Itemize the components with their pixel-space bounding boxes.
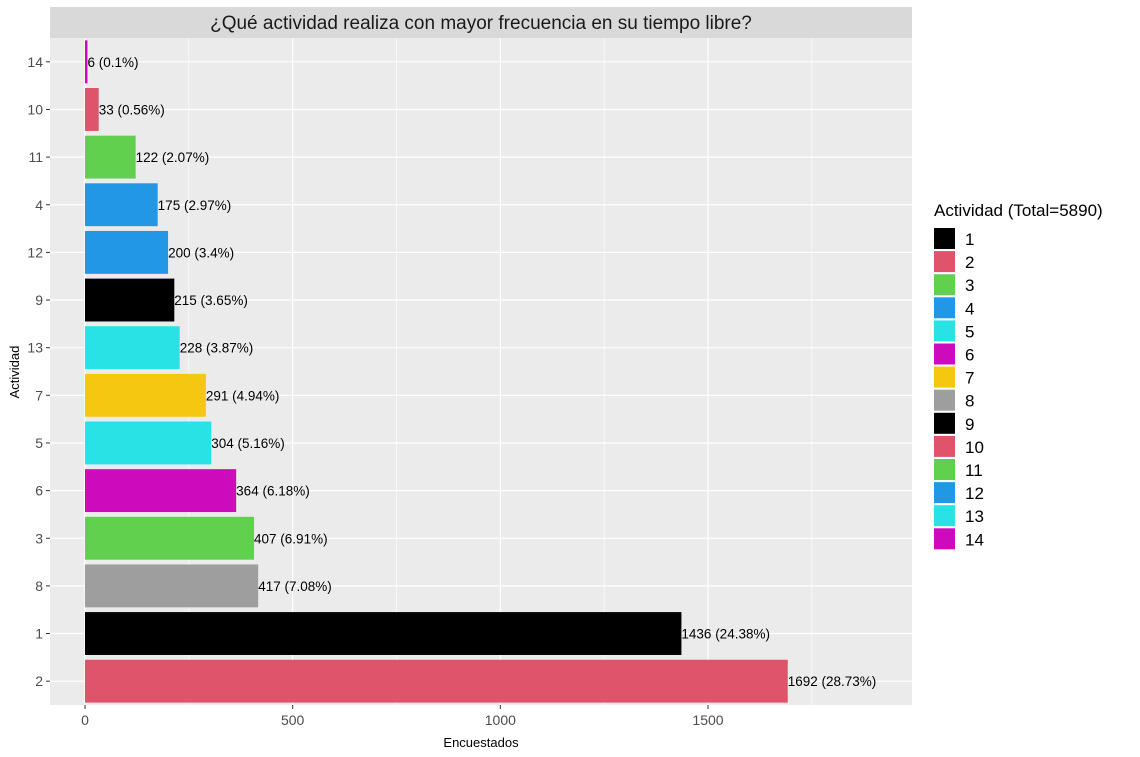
bar-4 (85, 183, 158, 227)
data-label-9: 215 (3.65%) (174, 293, 248, 308)
y-tick-label: 1 (35, 626, 43, 642)
data-label-3: 407 (6.91%) (254, 531, 328, 546)
data-label-1: 1436 (24.38%) (681, 627, 770, 642)
x-tick-label: 0 (81, 712, 89, 728)
legend-key-13 (934, 505, 955, 527)
data-label-11: 122 (2.07%) (136, 150, 210, 165)
bar-11 (85, 135, 136, 179)
legend-label-5: 5 (965, 322, 974, 341)
legend-label-13: 13 (965, 507, 984, 526)
legend-key-14 (934, 528, 955, 550)
y-tick-label: 8 (35, 578, 43, 594)
bar-3 (85, 516, 255, 560)
data-label-2: 1692 (28.73%) (788, 674, 877, 689)
bar-9 (85, 278, 175, 322)
legend-label-9: 9 (965, 415, 974, 434)
legend: Actividad (Total=5890) 12345678910111213… (934, 201, 1103, 550)
legend-key-9 (934, 412, 955, 434)
data-label-13: 228 (3.87%) (180, 341, 254, 356)
y-tick-label: 10 (27, 101, 43, 117)
y-tick-label: 14 (27, 54, 43, 70)
legend-label-11: 11 (965, 461, 983, 480)
legend-key-1 (934, 228, 955, 249)
y-tick-label: 6 (35, 483, 43, 499)
bar-13 (85, 326, 180, 370)
y-tick-label: 13 (27, 340, 43, 356)
data-label-5: 304 (5.16%) (211, 436, 285, 451)
data-label-12: 200 (3.4%) (168, 245, 234, 260)
legend-key-12 (934, 482, 955, 504)
bar-14 (85, 40, 88, 84)
y-axis-title: Actividad (7, 346, 22, 399)
data-label-8: 417 (7.08%) (258, 579, 332, 594)
x-axis: 0 500 1000 1500 (81, 705, 724, 728)
chart-title: ¿Qué actividad realiza con mayor frecuen… (210, 13, 752, 34)
x-axis-title: Encuestados (443, 735, 519, 750)
legend-label-12: 12 (965, 484, 984, 503)
x-tick-label: 500 (281, 712, 305, 728)
legend-label-3: 3 (965, 276, 974, 295)
bar-5 (85, 421, 212, 465)
bars (85, 40, 788, 703)
bar-12 (85, 230, 169, 274)
strip-background (50, 7, 912, 38)
y-tick-label: 5 (35, 435, 43, 451)
x-tick-label: 1500 (692, 712, 723, 728)
bar-1 (85, 612, 682, 655)
x-tick-label: 1000 (485, 712, 516, 728)
bar-2 (85, 659, 788, 703)
legend-title: Actividad (Total=5890) (934, 201, 1103, 220)
bar-10 (85, 88, 99, 131)
y-tick-label: 11 (28, 149, 43, 165)
legend-label-1: 1 (965, 230, 974, 249)
y-tick-label: 3 (35, 530, 43, 546)
legend-key-11 (934, 459, 955, 480)
data-label-14: 6 (0.1%) (87, 55, 138, 70)
y-tick-label: 4 (35, 197, 43, 213)
y-tick-label: 7 (35, 387, 43, 403)
legend-label-2: 2 (965, 253, 974, 272)
bar-6 (85, 469, 237, 513)
legend-label-6: 6 (965, 346, 974, 365)
data-label-10: 33 (0.56%) (99, 102, 165, 117)
legend-label-4: 4 (965, 299, 974, 318)
legend-key-5 (934, 320, 955, 342)
y-tick-label: 9 (35, 292, 43, 308)
legend-key-8 (934, 389, 955, 411)
legend-label-7: 7 (965, 369, 974, 388)
legend-key-10 (934, 435, 955, 457)
y-tick-label: 12 (27, 244, 43, 260)
legend-key-2 (934, 251, 955, 273)
legend-key-6 (934, 343, 955, 365)
data-labels: 6 (0.1%) 33 (0.56%) 122 (2.07%) 175 (2.97%)… (87, 55, 876, 689)
bar-7 (85, 373, 206, 417)
legend-label-10: 10 (965, 438, 984, 457)
legend-label-8: 8 (965, 392, 974, 411)
bar-8 (85, 564, 259, 608)
legend-key-3 (934, 274, 955, 296)
data-label-7: 291 (4.94%) (206, 388, 280, 403)
data-label-6: 364 (6.18%) (236, 484, 310, 499)
legend-key-7 (934, 366, 955, 388)
legend-label-14: 14 (965, 530, 984, 549)
legend-key-4 (934, 297, 955, 319)
y-tick-label: 2 (35, 673, 43, 689)
data-label-4: 175 (2.97%) (158, 198, 232, 213)
